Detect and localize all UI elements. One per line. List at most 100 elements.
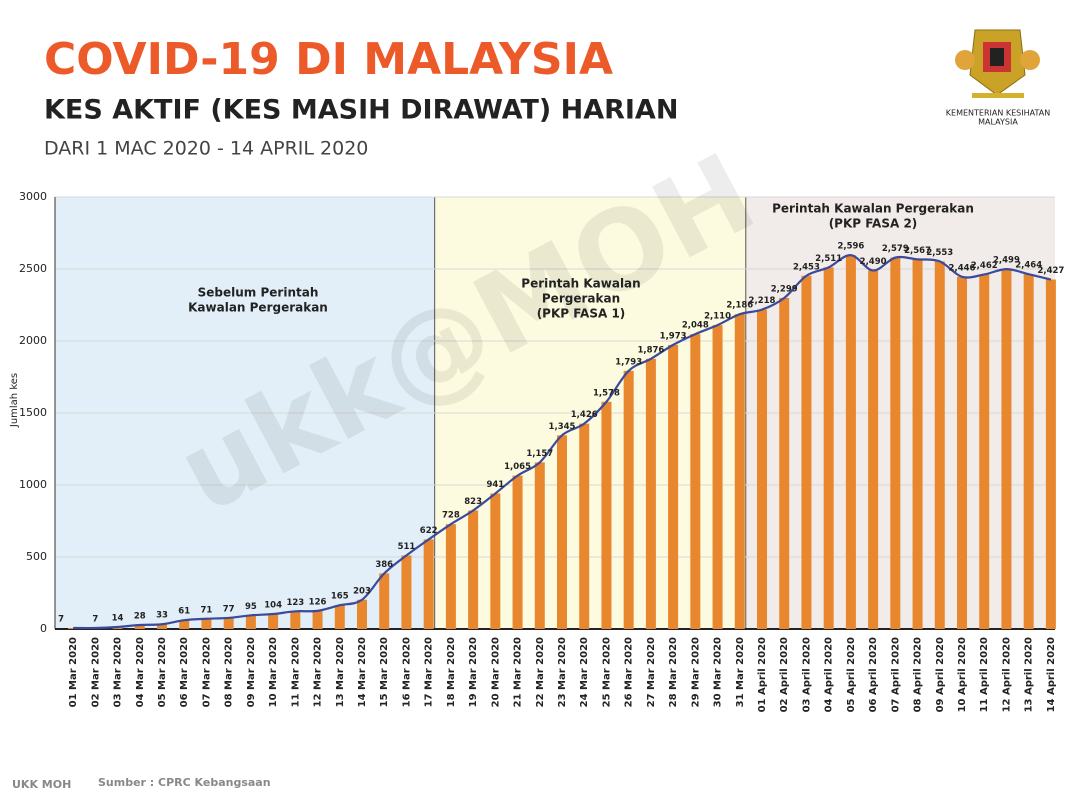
bar bbox=[757, 309, 767, 629]
value-label: 2,490 bbox=[860, 257, 887, 267]
bar bbox=[201, 618, 212, 629]
x-tick-label: 25 Mar 2020 bbox=[601, 637, 612, 707]
bar bbox=[712, 325, 723, 629]
y-tick-label: 1500 bbox=[19, 406, 47, 419]
bar bbox=[845, 255, 856, 629]
x-tick-label: 17 Mar 2020 bbox=[424, 637, 435, 707]
source: Sumber : CPRC Kebangsaan bbox=[98, 776, 271, 789]
value-label: 61 bbox=[178, 607, 190, 617]
bar bbox=[868, 270, 879, 629]
bar bbox=[312, 610, 323, 629]
y-axis-label: Jumlah kes bbox=[9, 373, 20, 428]
x-tick-label: 20 Mar 2020 bbox=[490, 637, 501, 707]
value-label: 2,511 bbox=[815, 254, 842, 264]
bar bbox=[1045, 279, 1056, 629]
x-tick-label: 14 Mar 2020 bbox=[357, 637, 368, 707]
title: COVID-19 DI MALAYSIA bbox=[44, 34, 613, 85]
bar bbox=[668, 344, 679, 629]
x-tick-label: 08 April 2020 bbox=[913, 637, 924, 712]
value-label: 2,299 bbox=[771, 284, 798, 294]
x-tick-label: 14 April 2020 bbox=[1046, 637, 1057, 712]
y-tick-label: 2500 bbox=[19, 262, 47, 275]
x-tick-label: 05 Mar 2020 bbox=[157, 637, 168, 707]
bar bbox=[779, 297, 790, 629]
phase-label: Perintah Kawalan bbox=[521, 277, 640, 291]
bar bbox=[357, 599, 367, 629]
x-tick-label: 09 Mar 2020 bbox=[246, 637, 257, 707]
x-tick-label: 04 Mar 2020 bbox=[135, 637, 146, 707]
bar bbox=[890, 257, 901, 629]
x-tick-label: 03 Mar 2020 bbox=[113, 637, 124, 707]
value-label: 71 bbox=[201, 605, 213, 615]
value-label: 2,499 bbox=[993, 256, 1020, 266]
value-label: 511 bbox=[398, 542, 416, 552]
value-label: 2,464 bbox=[1015, 261, 1042, 271]
value-label: 95 bbox=[245, 602, 257, 612]
phase-label: (PKP FASA 1) bbox=[537, 307, 626, 321]
bar bbox=[734, 314, 745, 629]
bar bbox=[157, 624, 167, 629]
value-label: 1,793 bbox=[615, 357, 642, 367]
bar bbox=[1023, 274, 1034, 629]
x-tick-label: 13 April 2020 bbox=[1024, 637, 1035, 712]
x-tick-label: 28 Mar 2020 bbox=[668, 637, 679, 707]
value-label: 941 bbox=[486, 480, 504, 490]
phase-label: Sebelum Perintah bbox=[198, 286, 319, 300]
y-tick-label: 0 bbox=[40, 622, 47, 635]
x-tick-label: 15 Mar 2020 bbox=[379, 637, 390, 707]
value-label: 77 bbox=[223, 604, 235, 614]
x-tick-label: 01 April 2020 bbox=[757, 637, 768, 712]
x-tick-label: 24 Mar 2020 bbox=[579, 637, 590, 707]
value-label: 33 bbox=[156, 611, 168, 621]
bar bbox=[1001, 269, 1012, 629]
x-tick-label: 03 April 2020 bbox=[801, 637, 812, 712]
value-label: 2,048 bbox=[682, 321, 709, 331]
value-label: 126 bbox=[309, 597, 327, 607]
x-tick-label: 06 April 2020 bbox=[868, 637, 879, 712]
x-tick-label: 01 Mar 2020 bbox=[68, 637, 79, 707]
x-tick-label: 11 April 2020 bbox=[979, 637, 990, 712]
bar bbox=[601, 401, 612, 629]
y-tick-label: 2000 bbox=[19, 334, 47, 347]
x-tick-label: 07 April 2020 bbox=[890, 637, 901, 712]
value-label: 728 bbox=[442, 511, 460, 521]
x-tick-label: 10 Mar 2020 bbox=[268, 637, 279, 707]
x-tick-label: 22 Mar 2020 bbox=[535, 637, 546, 707]
phase-label: (PKP FASA 2) bbox=[829, 217, 918, 231]
bar bbox=[401, 555, 412, 629]
bar bbox=[268, 614, 279, 629]
x-tick-label: 27 Mar 2020 bbox=[646, 637, 657, 707]
agency: KEMENTERIAN KESIHATAN bbox=[946, 109, 1050, 118]
credit: UKK MOH bbox=[12, 778, 71, 791]
x-tick-label: 29 Mar 2020 bbox=[690, 637, 701, 707]
bar bbox=[645, 358, 656, 629]
bar bbox=[823, 267, 834, 629]
value-label: 1,426 bbox=[571, 410, 598, 420]
x-tick-label: 12 April 2020 bbox=[1001, 637, 1012, 712]
x-tick-label: 16 Mar 2020 bbox=[401, 637, 412, 707]
value-label: 203 bbox=[353, 586, 371, 596]
x-tick-label: 11 Mar 2020 bbox=[290, 637, 301, 707]
agency: MALAYSIA bbox=[978, 118, 1018, 127]
bar bbox=[445, 524, 456, 629]
x-tick-label: 06 Mar 2020 bbox=[179, 637, 190, 707]
value-label: 2,110 bbox=[704, 312, 731, 322]
x-tick-label: 23 Mar 2020 bbox=[557, 637, 568, 707]
value-label: 2,453 bbox=[793, 262, 820, 272]
value-label: 2,446 bbox=[949, 263, 976, 273]
x-tick-label: 13 Mar 2020 bbox=[335, 637, 346, 707]
bar bbox=[957, 276, 967, 629]
x-tick-label: 21 Mar 2020 bbox=[513, 637, 524, 707]
value-label: 1,876 bbox=[637, 345, 664, 355]
y-tick-label: 1000 bbox=[19, 478, 47, 491]
crest bbox=[955, 29, 1040, 98]
x-tick-label: 26 Mar 2020 bbox=[624, 637, 635, 707]
bar bbox=[512, 475, 523, 629]
x-tick-label: 30 Mar 2020 bbox=[713, 637, 724, 707]
value-label: 1,157 bbox=[526, 449, 553, 459]
y-tick-label: 3000 bbox=[19, 190, 47, 203]
bar bbox=[979, 274, 990, 629]
x-tick-label: 02 Mar 2020 bbox=[90, 637, 101, 707]
bar bbox=[557, 435, 567, 629]
